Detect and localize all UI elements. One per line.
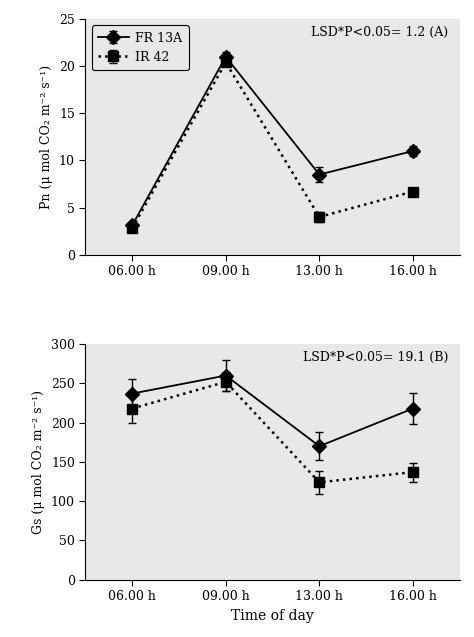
Y-axis label: Gs (μ mol CO₂ m⁻² s⁻¹): Gs (μ mol CO₂ m⁻² s⁻¹) xyxy=(32,390,46,534)
Text: LSD*P<0.05= 19.1 (B): LSD*P<0.05= 19.1 (B) xyxy=(303,351,448,364)
X-axis label: Time of day: Time of day xyxy=(231,608,314,622)
Y-axis label: Pn (μ mol CO₂ m⁻² s⁻¹): Pn (μ mol CO₂ m⁻² s⁻¹) xyxy=(40,65,54,209)
Text: LSD*P<0.05= 1.2 (A): LSD*P<0.05= 1.2 (A) xyxy=(311,26,448,39)
Legend: FR 13A, IR 42: FR 13A, IR 42 xyxy=(91,25,189,70)
